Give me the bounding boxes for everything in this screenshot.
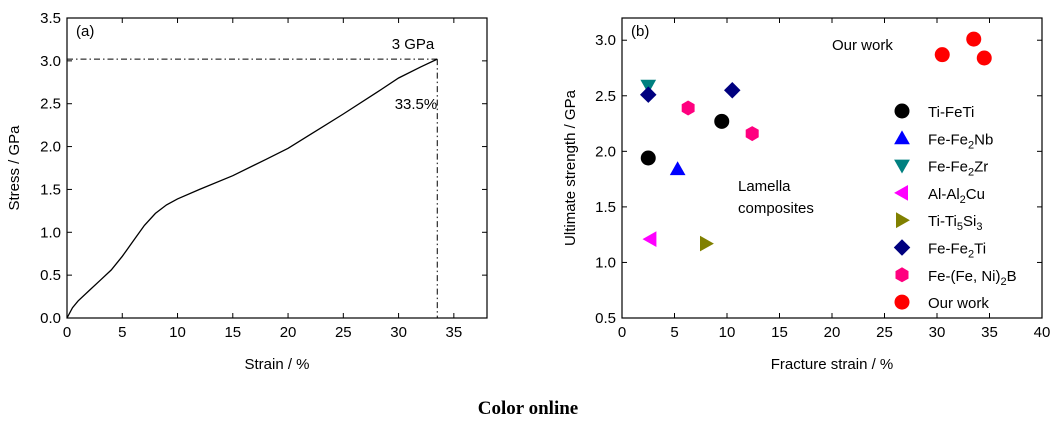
legend-subscript: 2 <box>960 194 966 206</box>
y-tick-label: 2.0 <box>40 139 61 156</box>
legend-label: Ti-Ti5Si3 <box>928 213 982 233</box>
x-tick-label: 5 <box>118 324 126 341</box>
legend-text: Nb <box>974 131 993 148</box>
y-tick-label: 0.5 <box>40 267 61 284</box>
annotation-lamella: Lamella <box>738 178 791 195</box>
legend-subscript: 5 <box>957 221 963 233</box>
legend-subscript: 2 <box>968 139 974 151</box>
data-point <box>966 31 982 47</box>
x-tick-label: 35 <box>981 324 998 341</box>
legend-subscript: 2 <box>968 249 974 261</box>
legend-marker <box>893 239 911 256</box>
y-tick-label: 0.0 <box>40 310 61 327</box>
x-tick-label: 20 <box>280 324 297 341</box>
data-point <box>700 235 714 252</box>
x-tick-label: 30 <box>390 324 407 341</box>
y-tick-label: 3.0 <box>40 53 61 70</box>
legend-text: Ti-FeTi <box>928 104 974 121</box>
legend-text: Fe-Fe <box>928 241 968 258</box>
x-tick-label: 0 <box>63 324 71 341</box>
y-tick-label: 3.5 <box>40 10 61 27</box>
legend-marker <box>894 130 910 145</box>
stress-strain-curve <box>66 58 438 319</box>
data-point <box>640 150 656 166</box>
data-point <box>934 47 950 63</box>
legend-marker <box>894 294 910 310</box>
data-point <box>745 126 759 142</box>
legend-subscript: 2 <box>968 167 974 179</box>
y-tick-label: 3.0 <box>595 32 616 49</box>
chart-a: 0 5 10 15 20 25 30 35 0.0 0.5 1.0 1.5 2.0 2.5 3.0 3.5 St… <box>6 10 488 373</box>
legend-text: B <box>1007 268 1017 285</box>
x-tick-label: 40 <box>1034 324 1051 341</box>
legend: Ti-FeTiFe-Fe2NbFe-Fe2ZrAl-Al2CuTi-Ti5Si3… <box>893 103 1017 312</box>
annotation-fracture-strain: 33.5% <box>395 96 438 113</box>
x-tick-label: 5 <box>670 324 678 341</box>
x-tick-label: 0 <box>618 324 626 341</box>
legend-marker <box>894 159 910 174</box>
legend-label: Our work <box>928 295 989 312</box>
legend-text: Ti-Ti <box>928 213 957 230</box>
legend-text: Al-Al <box>928 186 960 203</box>
legend-marker <box>894 103 910 119</box>
x-tick-label: 15 <box>224 324 241 341</box>
x-tick-label: 20 <box>824 324 841 341</box>
y-tick-label: 0.5 <box>595 310 616 327</box>
legend-subscript: 3 <box>976 221 982 233</box>
y-tick-label: 2.5 <box>40 96 61 113</box>
legend-text: Fe-(Fe, Ni) <box>928 268 1001 285</box>
x-tick-label: 25 <box>876 324 893 341</box>
plot-frame <box>66 17 488 319</box>
x-tick-label: 10 <box>719 324 736 341</box>
y-axis-label: Stress / GPa <box>6 125 23 211</box>
data-point <box>681 100 695 116</box>
legend-label: Fe-Fe2Zr <box>928 159 988 179</box>
legend-marker <box>894 185 908 201</box>
annotation-our-work: Our work <box>832 37 893 54</box>
data-point <box>714 113 730 129</box>
y-tick-label: 1.0 <box>595 254 616 271</box>
annotation-composites: composites <box>738 200 814 217</box>
legend-label: Fe-Fe2Nb <box>928 131 993 151</box>
x-tick-label: 35 <box>445 324 462 341</box>
legend-subscript: 2 <box>1001 276 1007 288</box>
panel-label: (a) <box>76 23 94 40</box>
x-tick-label: 25 <box>335 324 352 341</box>
data-point <box>640 86 657 103</box>
legend-marker <box>896 212 910 229</box>
legend-label: Ti-FeTi <box>928 104 974 121</box>
x-axis-label: Strain / % <box>244 356 309 373</box>
legend-text: Our work <box>928 295 989 312</box>
data-point <box>642 231 657 247</box>
legend-text: Si <box>963 213 976 230</box>
chart-b: 0 5 10 15 20 25 30 35 400.51.01.52.02.53.0Fractu… <box>562 17 1051 373</box>
y-tick-label: 1.0 <box>40 224 61 241</box>
y-tick-label: 2.0 <box>595 143 616 160</box>
data-point <box>976 50 992 66</box>
x-tick-label: 10 <box>169 324 186 341</box>
x-tick-label: 15 <box>771 324 788 341</box>
data-point <box>669 161 686 176</box>
panel-label: (b) <box>631 23 649 40</box>
y-tick-label: 1.5 <box>40 181 61 198</box>
annotation-peak-stress: 3 GPa <box>392 36 435 53</box>
legend-text: Zr <box>974 159 988 176</box>
legend-label: Fe-Fe2Ti <box>928 241 986 261</box>
legend-text: Fe-Fe <box>928 159 968 176</box>
legend-marker <box>895 267 909 283</box>
data-point <box>724 82 741 99</box>
legend-text: Ti <box>974 241 986 258</box>
y-tick-label: 1.5 <box>595 199 616 216</box>
x-tick-label: 30 <box>929 324 946 341</box>
legend-label: Fe-(Fe, Ni)2B <box>928 268 1017 288</box>
legend-label: Al-Al2Cu <box>928 186 985 206</box>
legend-text: Cu <box>966 186 985 203</box>
legend-text: Fe-Fe <box>928 131 968 148</box>
figure-caption: Color online <box>477 398 579 419</box>
y-tick-label: 2.5 <box>595 88 616 105</box>
x-axis-label: Fracture strain / % <box>771 356 894 373</box>
y-axis-label: Ultimate strength / GPa <box>562 89 579 246</box>
